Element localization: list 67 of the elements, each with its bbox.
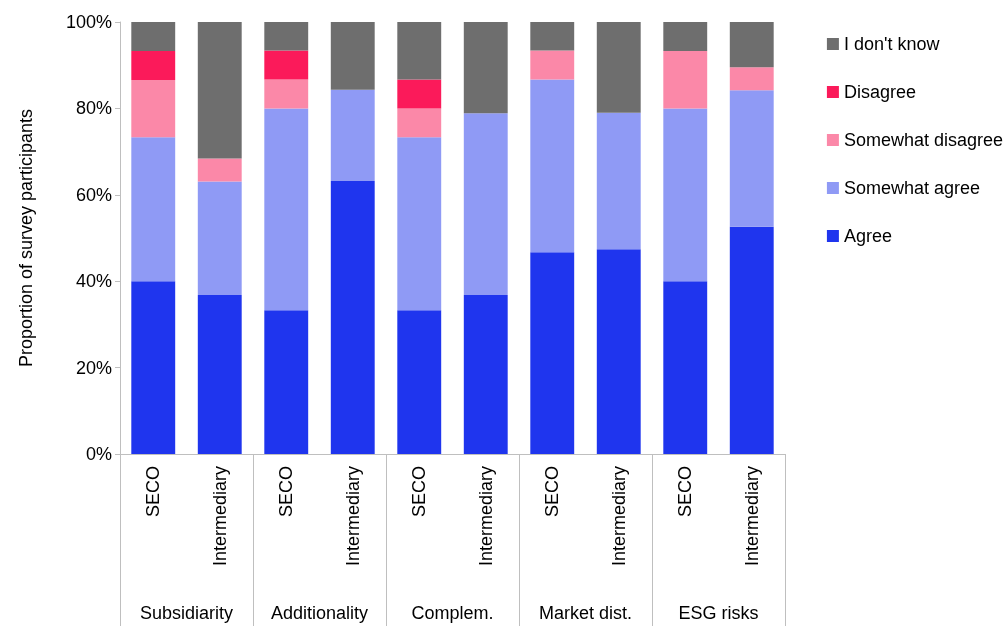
bar bbox=[530, 22, 575, 51]
bar bbox=[596, 112, 641, 250]
bar bbox=[463, 22, 508, 114]
y-tick-label: 0% bbox=[85, 444, 112, 464]
bar bbox=[197, 181, 242, 296]
bar bbox=[264, 50, 309, 80]
y-tick-label: 20% bbox=[75, 357, 112, 378]
text: Complem. bbox=[411, 603, 494, 623]
bar bbox=[264, 108, 309, 311]
bar bbox=[596, 249, 641, 454]
text: ESG risks bbox=[678, 603, 759, 623]
bar bbox=[264, 310, 309, 454]
bar bbox=[131, 50, 176, 80]
text: Market dist. bbox=[538, 603, 633, 623]
bar bbox=[463, 295, 508, 454]
bar bbox=[663, 281, 708, 454]
bar bbox=[663, 108, 708, 282]
x-tick-label: Intermediary bbox=[342, 466, 363, 567]
x-tick-label: Intermediary bbox=[741, 466, 762, 567]
y-tick-label: 60% bbox=[75, 184, 112, 205]
bar bbox=[663, 50, 708, 109]
x-tick-label: Intermediary bbox=[608, 466, 629, 567]
legend-label: I don't know bbox=[843, 34, 941, 54]
legend-label: Somewhat disagree bbox=[843, 130, 1003, 150]
bar bbox=[729, 67, 774, 91]
bar bbox=[264, 79, 309, 109]
bar bbox=[729, 226, 774, 454]
bar bbox=[131, 281, 176, 454]
bar bbox=[397, 108, 442, 138]
bar bbox=[330, 89, 375, 181]
bar bbox=[530, 79, 575, 253]
bar bbox=[131, 137, 176, 282]
y-tick-label: 100% bbox=[65, 12, 112, 32]
bar bbox=[197, 295, 242, 454]
x-tick-label: Intermediary bbox=[209, 466, 230, 567]
y-tick-label: 80% bbox=[75, 98, 112, 119]
bar bbox=[596, 22, 641, 113]
y-tick-label: 40% bbox=[75, 271, 112, 292]
y-axis-title: Proportion of survey participants bbox=[16, 108, 36, 368]
bar bbox=[330, 180, 375, 454]
bar bbox=[131, 22, 176, 51]
bar bbox=[530, 252, 575, 454]
bar bbox=[463, 113, 508, 296]
bar bbox=[131, 79, 176, 138]
x-tick-label: SECO bbox=[276, 466, 297, 518]
x-tick-label: SECO bbox=[675, 466, 696, 518]
bar bbox=[397, 310, 442, 454]
bar bbox=[729, 22, 774, 68]
x-tick-label: Intermediary bbox=[475, 466, 496, 567]
bar bbox=[729, 90, 774, 227]
x-tick-label: SECO bbox=[542, 466, 563, 518]
bar bbox=[264, 22, 309, 51]
bar bbox=[330, 22, 375, 90]
legend-label: Disagree bbox=[843, 82, 916, 102]
text: Subsidiarity bbox=[139, 603, 234, 623]
legend-label: Agree bbox=[843, 226, 892, 246]
bar bbox=[530, 50, 575, 80]
x-tick-label: SECO bbox=[143, 466, 164, 518]
bar bbox=[197, 158, 242, 182]
bar bbox=[397, 79, 442, 109]
bar bbox=[197, 22, 242, 159]
bar bbox=[663, 22, 708, 51]
legend-label: Somewhat agree bbox=[843, 178, 980, 198]
bar bbox=[397, 137, 442, 311]
bar bbox=[397, 22, 442, 80]
text: Additionality bbox=[270, 603, 369, 623]
x-tick-label: SECO bbox=[409, 466, 430, 518]
